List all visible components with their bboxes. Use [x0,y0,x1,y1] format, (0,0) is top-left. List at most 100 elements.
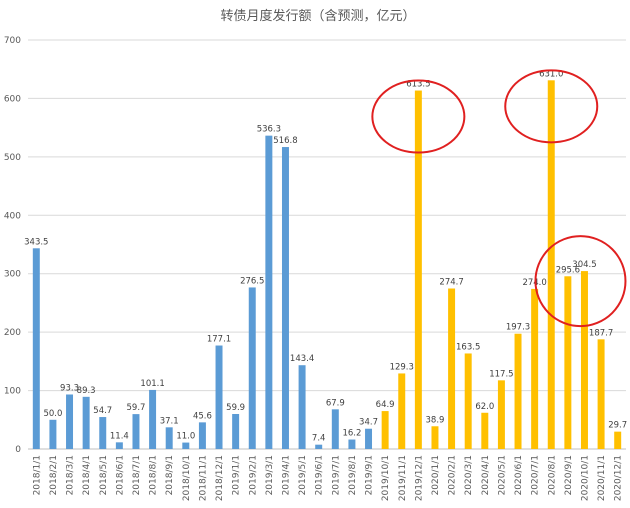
bar [431,426,439,449]
bar [597,339,605,449]
bar [198,422,206,449]
x-tick-label: 2018/10/1 [182,455,192,501]
data-label: 89.3 [77,386,96,396]
x-axis-ticks: 2018/1/1 2018/2/1 2018/3/1 2018/4/1 2018/5/1… [32,455,623,501]
y-tick-label: 700 [4,36,21,46]
data-label: 59.7 [127,403,146,413]
data-label: 295.6 [556,265,580,275]
highlight-circle [534,235,627,328]
x-tick-label: 2018/12/1 [215,455,225,501]
bar [547,80,555,450]
highlight-circles [371,69,627,328]
bar [165,427,173,449]
x-tick-label: 2018/4/1 [82,455,92,495]
x-tick-label: 2020/9/1 [564,455,574,495]
bar [265,135,273,449]
chart-title: 转债月度发行额（含预测，亿元） [220,8,415,24]
bar [514,333,522,449]
x-tick-label: 2019/7/1 [331,455,341,495]
bar [531,288,539,449]
x-tick-label: 2019/10/1 [381,455,391,501]
bar [331,409,339,449]
x-tick-label: 2018/7/1 [132,455,142,495]
data-label: 34.7 [359,418,378,428]
y-tick-label: 100 [4,387,21,397]
x-tick-label: 2020/7/1 [531,455,541,495]
x-tick-label: 2018/9/1 [165,455,175,495]
data-label: 536.3 [257,125,281,135]
bar [66,394,74,449]
bar [82,396,90,449]
data-label: 64.9 [376,400,395,410]
data-label: 38.9 [426,415,445,425]
data-label: 343.5 [24,237,48,247]
x-tick-label: 2019/12/1 [414,455,424,501]
data-label: 631.0 [539,69,563,79]
bar [149,389,157,449]
x-tick-label: 2019/9/1 [365,455,375,495]
x-tick-label: 2019/8/1 [348,455,358,495]
data-label: 67.9 [326,398,345,408]
bar [232,414,240,449]
data-label: 163.5 [456,342,480,352]
bar [414,90,422,449]
highlight-circle [504,69,599,144]
y-tick-label: 200 [4,328,21,338]
x-tick-label: 2018/3/1 [66,455,76,495]
x-tick-label: 2020/1/1 [431,455,441,495]
data-label: 62.0 [475,402,494,412]
bar [481,412,489,449]
data-label: 11.4 [110,431,129,441]
y-axis-ticks: 0 100 200 300 400 500 600 700 [4,36,21,455]
data-label: 304.5 [572,260,596,270]
x-tick-label: 2019/6/1 [315,455,325,495]
data-label: 16.2 [342,429,361,439]
bar [580,271,588,449]
data-label: 197.3 [506,323,530,333]
bar [398,373,406,449]
data-label: 29.7 [608,421,627,431]
y-tick-label: 300 [4,270,21,280]
gridlines [28,39,626,450]
bar [32,248,40,449]
y-tick-label: 0 [15,445,21,455]
x-tick-label: 2020/10/1 [580,455,590,501]
data-label: 129.3 [390,362,414,372]
bar [99,417,107,449]
x-tick-label: 2019/1/1 [232,455,242,495]
bar [132,414,140,449]
data-label: 516.8 [273,136,297,146]
data-label: 11.0 [176,432,195,442]
bar [215,345,223,449]
bar [381,411,389,449]
bar [298,365,306,449]
x-tick-label: 2019/2/1 [248,455,258,495]
data-label: 187.7 [589,328,613,338]
x-tick-label: 2020/8/1 [547,455,557,495]
bar [348,439,356,449]
data-label: 93.3 [60,383,79,393]
bar [464,353,472,449]
data-label: 276.5 [240,276,264,286]
x-tick-label: 2019/4/1 [281,455,291,495]
x-tick-label: 2018/8/1 [149,455,159,495]
bar [315,444,323,449]
bar [281,147,289,449]
x-tick-label: 2020/3/1 [464,455,474,495]
x-tick-label: 2020/12/1 [614,455,624,501]
x-tick-label: 2018/11/1 [198,455,208,501]
data-label: 50.0 [43,409,62,419]
data-label: 274.7 [439,277,463,287]
y-tick-label: 400 [4,211,21,221]
data-label: 37.1 [160,416,179,426]
x-tick-label: 2020/11/1 [597,455,607,501]
bar [248,287,256,449]
bar [564,276,572,449]
bar [115,442,123,449]
bar [448,288,456,449]
bar [49,419,57,449]
y-tick-label: 500 [4,153,21,163]
x-tick-label: 2019/5/1 [298,455,308,495]
